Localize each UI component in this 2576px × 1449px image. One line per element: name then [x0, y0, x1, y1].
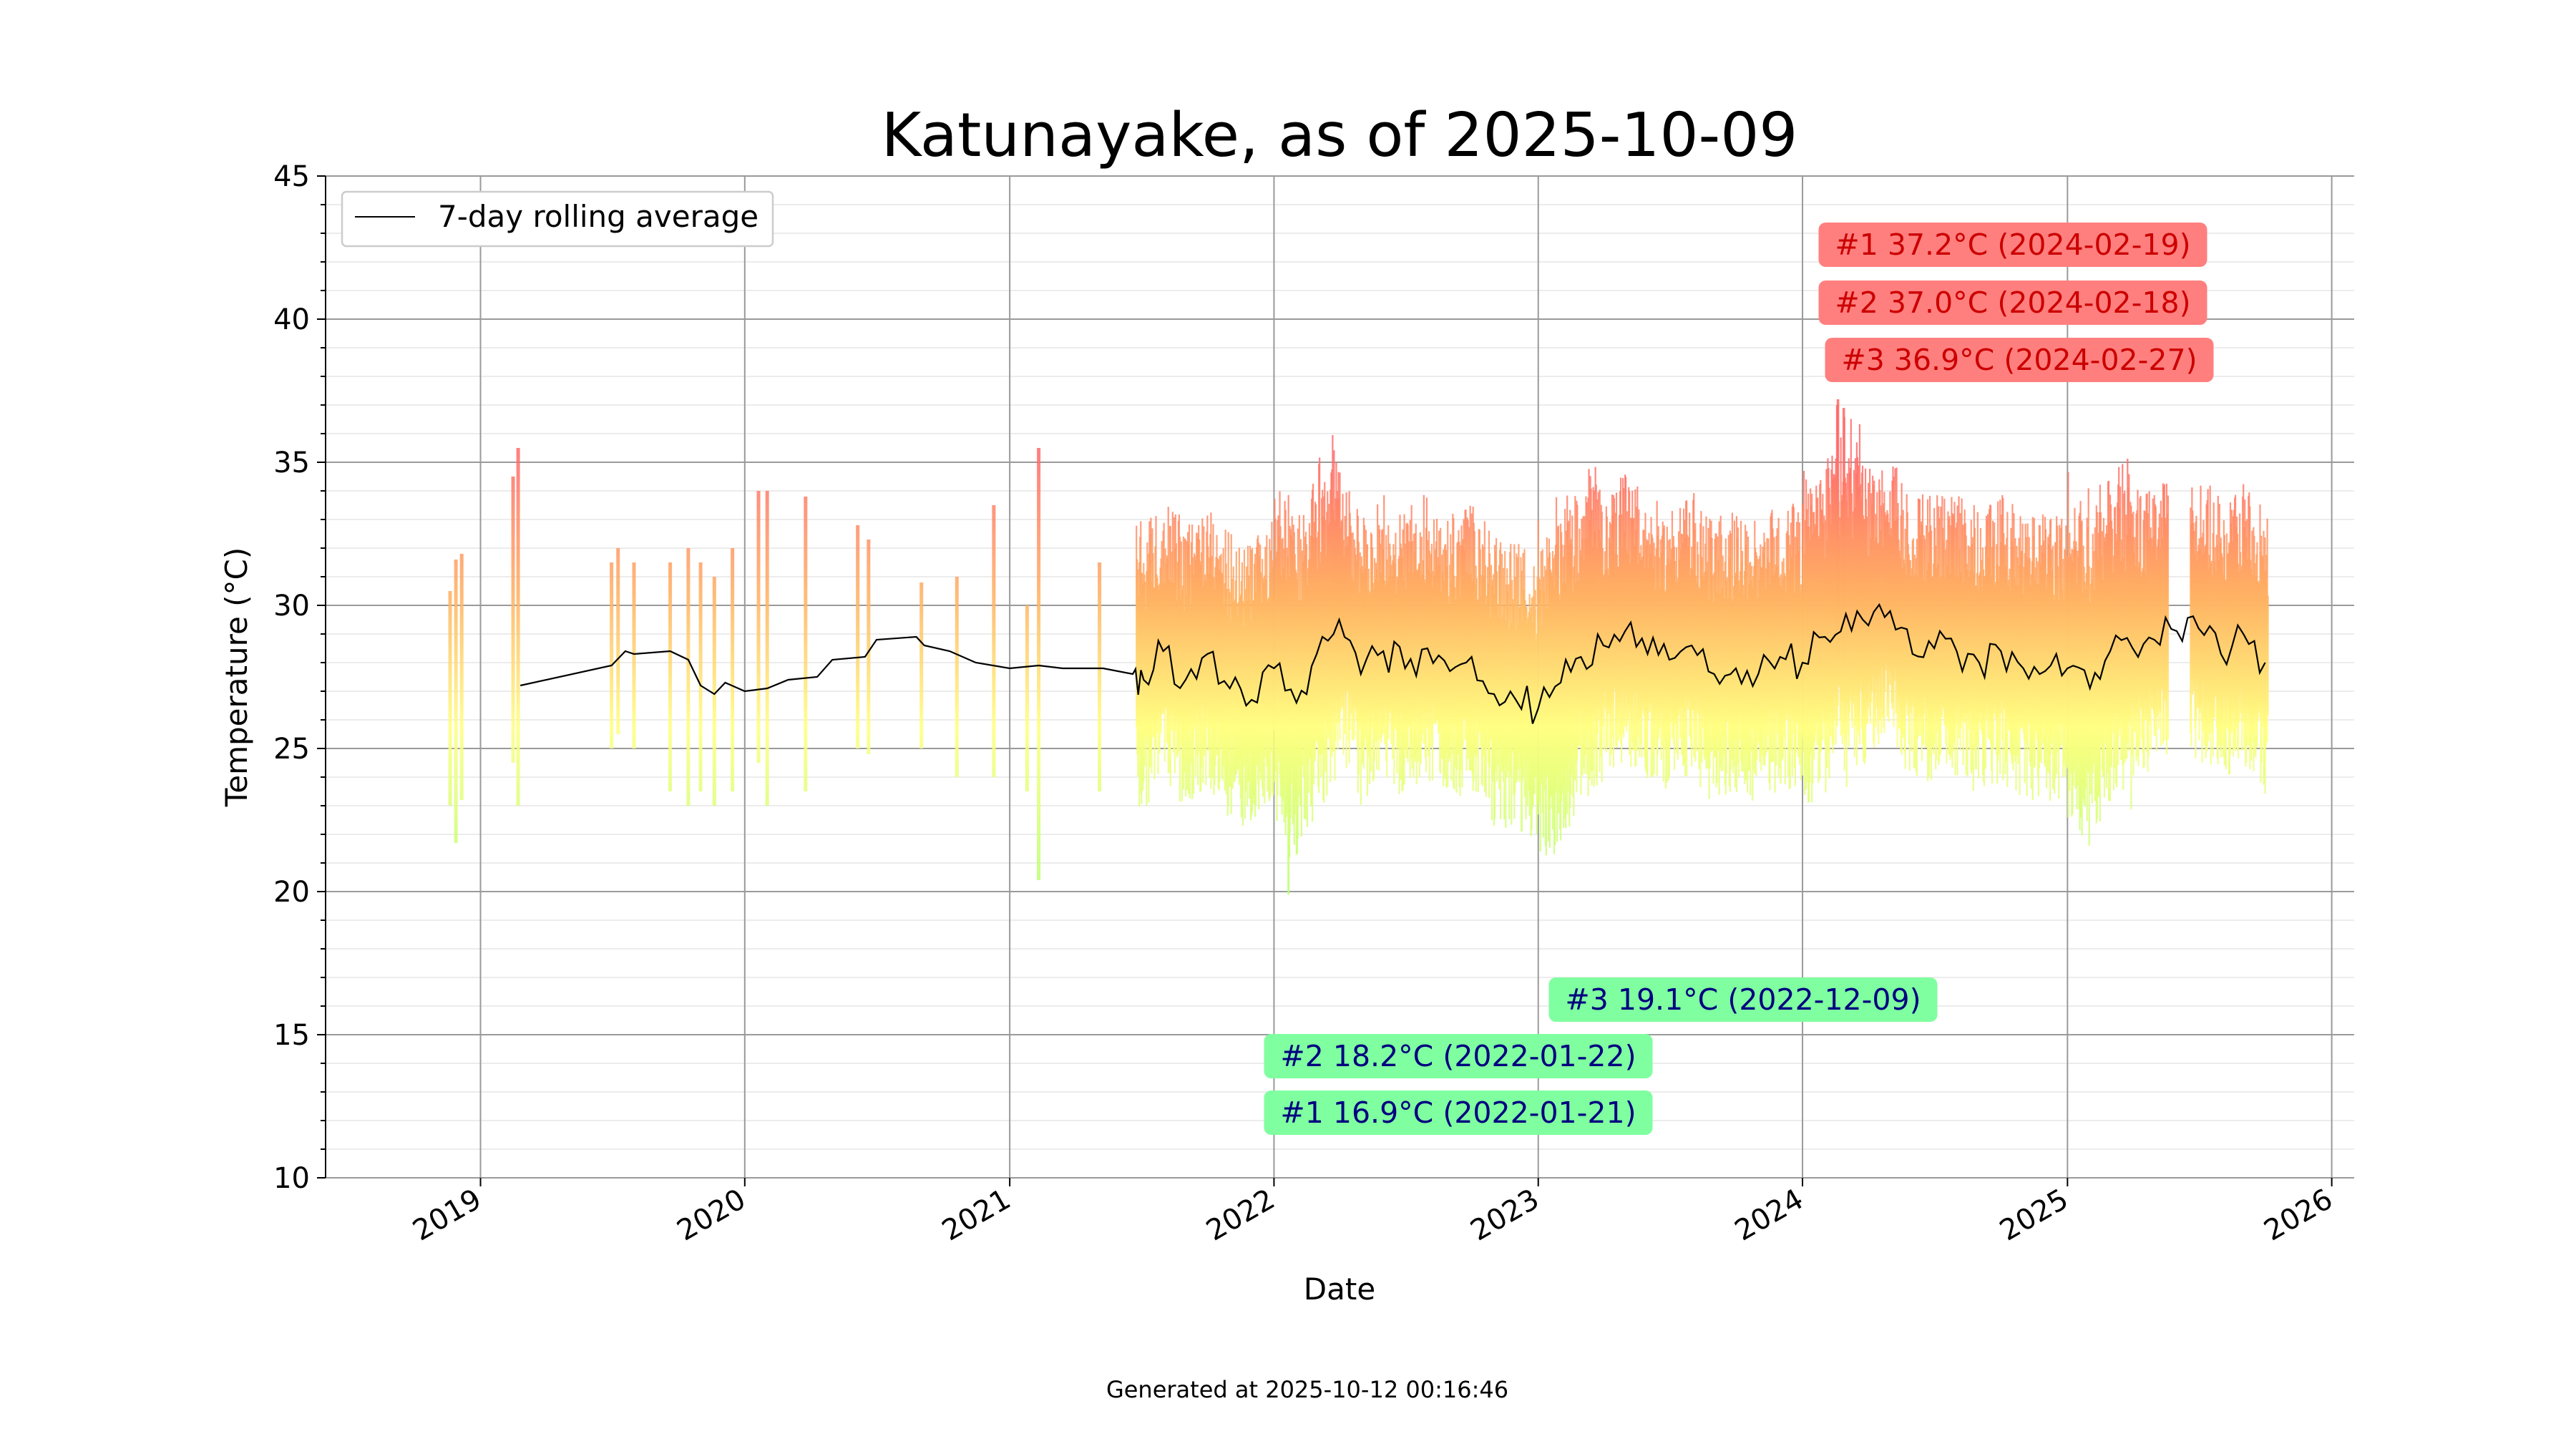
record-max-1: #1 37.2°C (2024-02-19): [1818, 223, 2207, 267]
y-tick-label: 30: [273, 590, 310, 623]
x-tick-label: 2021: [937, 1183, 1016, 1248]
y-tick-label: 20: [273, 876, 310, 909]
daily-range-bar: [919, 582, 924, 748]
daily-range-bar: [1842, 408, 1845, 665]
y-tick-label: 25: [273, 733, 310, 766]
daily-range-bar: [616, 548, 620, 734]
record-max-2-box: [1818, 280, 2207, 325]
y-tick-label: 45: [273, 160, 310, 193]
daily-range-bar: [516, 448, 520, 806]
legend-box: [341, 190, 774, 248]
record-min-2-box: [1264, 1034, 1653, 1078]
daily-range-bar: [668, 562, 673, 791]
x-tick-label: 2019: [407, 1183, 487, 1248]
record-min-3-label: #3 19.1°C (2022-12-09): [1565, 982, 1921, 1017]
daily-range-bar: [992, 505, 996, 777]
record-min-1: #1 16.9°C (2022-01-21): [1264, 1091, 1653, 1135]
y-axis-label: Temperature (°C): [219, 547, 254, 808]
daily-range-bar: [459, 554, 464, 800]
footer-generated: Generated at 2025-10-12 00:16:46: [1106, 1376, 1508, 1403]
record-max-3-box: [1825, 338, 2214, 382]
record-min-2-label: #2 18.2°C (2022-01-22): [1280, 1039, 1636, 1073]
daily-range-bar: [867, 540, 871, 754]
daily-range-bar: [2267, 595, 2269, 716]
daily-range-bar: [804, 497, 808, 791]
record-min-2: #2 18.2°C (2022-01-22): [1264, 1034, 1653, 1078]
annotations: #1 37.2°C (2024-02-19) #2 37.0°C (2024-02…: [1264, 223, 2214, 1135]
x-tick-label: 2023: [1465, 1183, 1545, 1248]
record-min-1-box: [1264, 1091, 1653, 1135]
daily-range-bar: [2167, 495, 2170, 740]
daily-range-bar: [1835, 405, 1839, 663]
daily-range-bar: [731, 548, 735, 791]
record-max-1-label: #1 37.2°C (2024-02-19): [1835, 228, 2190, 262]
record-max-3-label: #3 36.9°C (2024-02-27): [1841, 343, 2197, 377]
daily-range-bar: [448, 591, 452, 806]
chart-title: Katunayake, as of 2025-10-09: [882, 100, 1798, 171]
x-tick-label: 2024: [1729, 1183, 1809, 1248]
record-max-3: #3 36.9°C (2024-02-27): [1825, 338, 2214, 382]
daily-range-bar: [1287, 723, 1290, 894]
daily-range-bar: [955, 577, 959, 777]
legend: 7-day rolling average: [341, 190, 774, 248]
daily-range-bar: [765, 491, 769, 806]
x-tick-label: 2025: [1994, 1183, 2074, 1248]
record-max-1-box: [1818, 223, 2207, 267]
record-min-1-label: #1 16.9°C (2022-01-21): [1280, 1096, 1636, 1130]
daily-range-bar: [1025, 605, 1029, 791]
daily-range-bar: [698, 562, 703, 791]
rolling-layer: [519, 602, 2266, 724]
daily-range-bar: [454, 560, 458, 843]
legend-label: 7-day rolling average: [438, 199, 758, 234]
daily-range-bar: [511, 477, 515, 763]
x-axis-label: Date: [1304, 1272, 1375, 1307]
x-tick-label: 2026: [2258, 1183, 2338, 1248]
daily-range-bar: [632, 562, 636, 748]
y-tick-label: 10: [273, 1162, 310, 1195]
daily-range-bar: [856, 525, 860, 748]
daily-range-bar: [712, 577, 716, 806]
daily-range-bar: [756, 491, 761, 763]
record-max-2: #2 37.0°C (2024-02-18): [1818, 280, 2207, 325]
y-tick-label: 40: [273, 303, 310, 336]
daily-range-bar: [1520, 660, 1523, 831]
daily-range-bar: [686, 548, 691, 806]
data-layer: [448, 399, 2269, 894]
daily-range-bar: [1098, 562, 1102, 791]
y-tick-label: 15: [273, 1019, 310, 1052]
daily-range-bar: [1037, 448, 1041, 880]
x-tick-label: 2020: [672, 1183, 751, 1248]
record-min-3-box: [1548, 977, 1938, 1022]
y-tick-label: 35: [273, 447, 310, 479]
record-max-2-label: #2 37.0°C (2024-02-18): [1835, 286, 2190, 320]
rolling-average-line: [519, 602, 2266, 724]
x-tick-label: 2022: [1201, 1183, 1280, 1248]
record-min-3: #3 19.1°C (2022-12-09): [1548, 977, 1938, 1022]
daily-range-bar: [610, 562, 614, 748]
